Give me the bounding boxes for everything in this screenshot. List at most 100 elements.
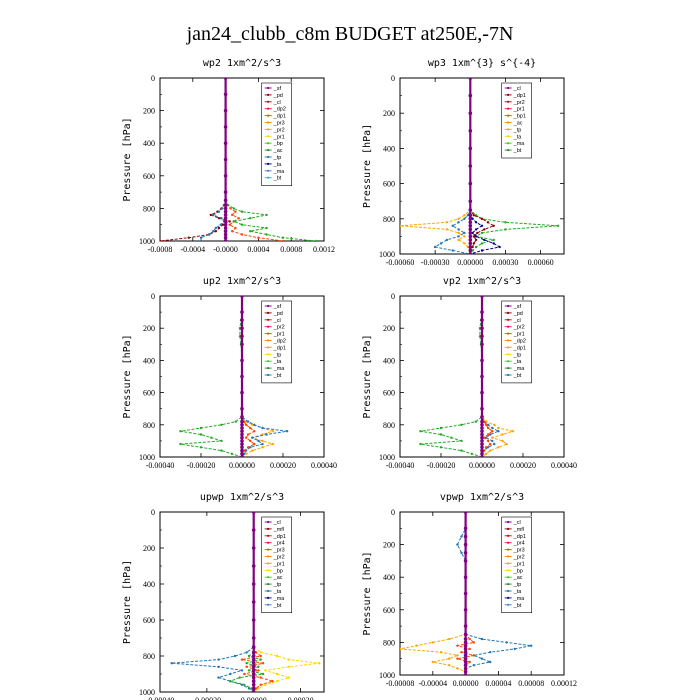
- data-point_ta: [498, 245, 501, 249]
- legend-marker: [267, 534, 270, 537]
- data-point_pr1: [179, 430, 182, 433]
- legend-marker: [267, 360, 270, 363]
- legend-marker: [507, 128, 510, 131]
- data-point_pr2: [281, 239, 285, 241]
- data-point_bt: [223, 222, 228, 227]
- data-point_pr2: [484, 452, 488, 455]
- data-point_pr1: [287, 676, 291, 679]
- data-point_bt: [480, 419, 484, 424]
- legend-marker: [267, 583, 270, 586]
- data-point_pr2: [445, 221, 449, 224]
- legend-marker: [267, 555, 270, 558]
- data-point_pr1: [249, 230, 252, 233]
- data-point_bt: [480, 435, 484, 440]
- data-point_dp2: [209, 213, 212, 217]
- series-line_dp2: [160, 78, 232, 241]
- data-point_pr1: [439, 426, 443, 430]
- data-point_pr1: [314, 239, 317, 241]
- data-point_bt: [251, 672, 256, 676]
- data-point_bt: [463, 534, 468, 539]
- data-point_pr2: [400, 224, 402, 227]
- data-point_dp2: [187, 236, 190, 239]
- legend-marker: [507, 114, 510, 117]
- legend-entry: _dp2: [513, 339, 526, 345]
- data-point_bt: [468, 252, 473, 254]
- data-point_pr1: [257, 687, 260, 690]
- data-point_bt: [463, 650, 468, 654]
- y-tick-label: 800: [383, 215, 395, 224]
- data-point_bp1: [492, 238, 495, 242]
- y-axis-label: Pressure [hPa]: [122, 560, 133, 644]
- data-point_pr2: [231, 213, 234, 217]
- legend-marker: [507, 332, 510, 335]
- data-point_dp1: [483, 228, 486, 231]
- data-point_pr2: [244, 452, 248, 455]
- data-point_bt: [223, 232, 228, 237]
- y-tick-label: 0: [151, 74, 155, 83]
- y-tick-label: 200: [383, 109, 395, 118]
- x-tick-label: 0.00000: [241, 696, 267, 700]
- y-tick-label: 1000: [379, 671, 395, 680]
- legend-marker: [267, 346, 270, 349]
- data-point_pr1: [431, 641, 434, 644]
- data-point_bt: [251, 657, 256, 662]
- legend-marker: [507, 135, 510, 138]
- data-point_tp: [217, 676, 220, 679]
- data-point_tp: [233, 654, 237, 658]
- data-point_tp: [245, 651, 248, 654]
- series-line_tp: [433, 78, 471, 254]
- data-point_pr1: [439, 651, 443, 654]
- figure-title: jan24_clubb_c8m BUDGET at250E,-7N: [186, 23, 514, 45]
- series-group: [179, 296, 289, 457]
- legend-marker: [267, 318, 270, 321]
- data-point_pr2: [229, 207, 232, 210]
- data-point_bt: [240, 374, 244, 379]
- data-point_pr1: [415, 644, 418, 647]
- data-point_ta: [471, 217, 474, 220]
- data-point_pr2: [240, 233, 244, 236]
- data-point_tp: [491, 426, 494, 430]
- legend-box: [501, 82, 532, 159]
- data-point_tp: [214, 226, 217, 230]
- x-tick-label: -0.00030: [421, 258, 450, 267]
- legend-entry: _tp: [513, 352, 522, 358]
- data-point_bt: [223, 141, 228, 145]
- data-point_pr1: [460, 449, 463, 452]
- legend-marker: [507, 318, 510, 321]
- x-tick-label: -0.00008: [386, 679, 415, 688]
- data-point_pr1: [264, 669, 267, 672]
- data-point_tp: [208, 233, 211, 236]
- data-point_ac: [491, 430, 494, 433]
- data-point_pr1: [470, 452, 473, 455]
- data-point_bt: [480, 296, 484, 298]
- legend-marker: [267, 169, 270, 172]
- data-point_tp: [265, 433, 268, 436]
- data-point_tp: [221, 207, 224, 210]
- data-point_pr2: [259, 654, 262, 658]
- y-tick-label: 400: [143, 580, 155, 589]
- x-tick-label: 0.00020: [288, 696, 314, 700]
- data-point_bt: [251, 668, 256, 673]
- data-point_pr1: [249, 217, 252, 220]
- legend-entry: _dp1: [513, 93, 526, 99]
- legend-entry: _pr1: [513, 561, 525, 567]
- data-point_ta: [480, 249, 484, 252]
- data-point_bt: [251, 618, 256, 622]
- data-point_bt: [480, 406, 484, 411]
- data-point_pr1: [220, 439, 223, 443]
- legend-entry: _ma: [513, 596, 526, 602]
- data-point_bp1: [471, 249, 474, 252]
- data-point_pr2: [271, 430, 274, 433]
- y-tick-label: 0: [151, 508, 155, 517]
- data-point_pr2: [259, 683, 262, 686]
- x-tick-label: -0.00060: [386, 258, 415, 267]
- data-point_pr1: [287, 658, 291, 661]
- plot-frame: [159, 77, 325, 242]
- data-point_pr1: [232, 207, 235, 210]
- data-point_tp: [217, 665, 220, 668]
- data-point_ta: [474, 235, 478, 238]
- data-point_pr2: [271, 442, 274, 446]
- data-point_pr2: [457, 238, 460, 242]
- data-point_pr2: [234, 210, 237, 213]
